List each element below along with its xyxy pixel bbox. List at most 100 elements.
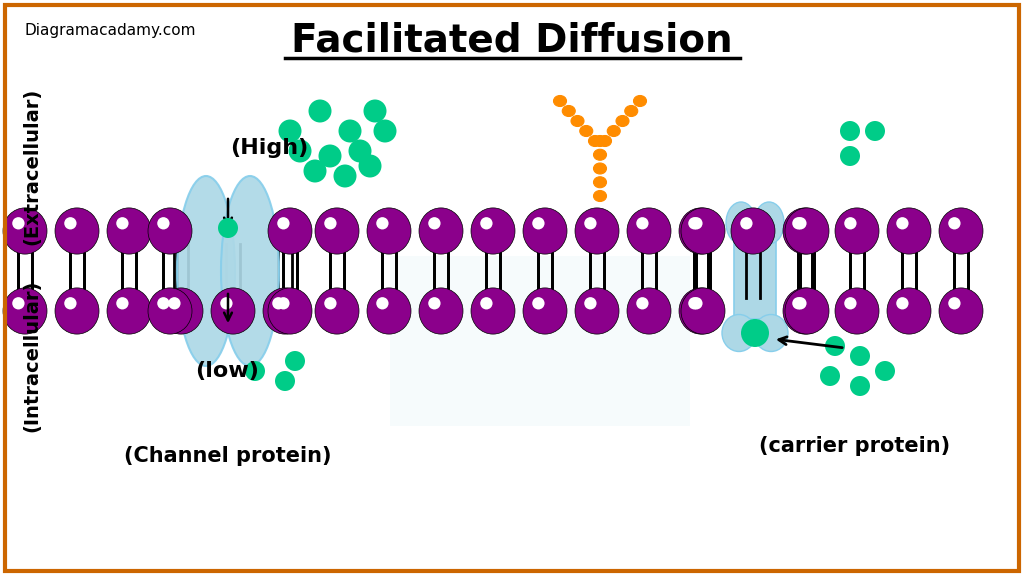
Ellipse shape <box>571 116 584 127</box>
Circle shape <box>636 217 648 229</box>
Text: (Channel protein): (Channel protein) <box>124 446 332 466</box>
Circle shape <box>285 351 305 371</box>
Ellipse shape <box>211 288 255 334</box>
Ellipse shape <box>367 208 411 254</box>
Circle shape <box>289 139 311 162</box>
Ellipse shape <box>589 135 601 146</box>
Circle shape <box>117 217 129 229</box>
Circle shape <box>585 217 597 229</box>
Ellipse shape <box>580 126 593 137</box>
Circle shape <box>840 121 860 141</box>
Ellipse shape <box>783 288 827 334</box>
Ellipse shape <box>679 208 723 254</box>
Ellipse shape <box>575 208 618 254</box>
Circle shape <box>318 145 341 168</box>
Ellipse shape <box>471 208 515 254</box>
Ellipse shape <box>939 288 983 334</box>
Ellipse shape <box>835 208 879 254</box>
Circle shape <box>948 297 961 309</box>
Ellipse shape <box>594 135 606 146</box>
Ellipse shape <box>367 288 411 334</box>
Ellipse shape <box>471 288 515 334</box>
Circle shape <box>339 119 361 142</box>
Text: (Extracellular): (Extracellular) <box>23 88 42 245</box>
Circle shape <box>376 297 388 309</box>
Text: (High): (High) <box>230 138 308 158</box>
Circle shape <box>740 217 753 229</box>
Ellipse shape <box>627 288 671 334</box>
Ellipse shape <box>315 288 359 334</box>
Ellipse shape <box>148 288 193 334</box>
Circle shape <box>688 217 700 229</box>
Circle shape <box>840 146 860 166</box>
Circle shape <box>308 100 332 123</box>
Circle shape <box>793 297 805 309</box>
Circle shape <box>795 297 807 309</box>
Circle shape <box>158 297 170 309</box>
Circle shape <box>279 119 301 142</box>
Ellipse shape <box>315 208 359 254</box>
Circle shape <box>348 139 372 162</box>
Circle shape <box>334 165 356 188</box>
Ellipse shape <box>3 288 47 334</box>
Circle shape <box>480 297 493 309</box>
Ellipse shape <box>268 208 312 254</box>
Text: (low): (low) <box>195 361 259 381</box>
Circle shape <box>844 217 856 229</box>
Ellipse shape <box>594 149 606 160</box>
Circle shape <box>896 297 908 309</box>
FancyBboxPatch shape <box>734 218 776 319</box>
Circle shape <box>218 218 238 238</box>
Circle shape <box>850 346 870 366</box>
Ellipse shape <box>726 202 756 244</box>
Ellipse shape <box>625 105 638 116</box>
Text: Diagramacadamy.com: Diagramacadamy.com <box>25 24 197 39</box>
Circle shape <box>275 371 295 391</box>
Ellipse shape <box>177 176 234 366</box>
Circle shape <box>948 217 961 229</box>
Circle shape <box>158 217 170 229</box>
Circle shape <box>278 217 290 229</box>
Ellipse shape <box>887 288 931 334</box>
Ellipse shape <box>594 191 606 202</box>
Circle shape <box>820 366 840 386</box>
Circle shape <box>532 297 545 309</box>
Circle shape <box>793 217 805 229</box>
Ellipse shape <box>754 202 784 244</box>
Circle shape <box>117 297 129 309</box>
Circle shape <box>480 217 493 229</box>
Ellipse shape <box>575 288 618 334</box>
Ellipse shape <box>106 288 151 334</box>
Ellipse shape <box>754 314 788 351</box>
Circle shape <box>303 160 327 183</box>
Circle shape <box>741 319 769 347</box>
Circle shape <box>65 297 77 309</box>
Ellipse shape <box>722 314 756 351</box>
Circle shape <box>585 297 597 309</box>
Circle shape <box>850 376 870 396</box>
Ellipse shape <box>562 105 575 116</box>
Ellipse shape <box>263 288 307 334</box>
Ellipse shape <box>731 208 775 254</box>
FancyBboxPatch shape <box>390 256 690 426</box>
Circle shape <box>220 297 232 309</box>
Circle shape <box>690 297 702 309</box>
Ellipse shape <box>221 176 279 366</box>
Ellipse shape <box>681 208 725 254</box>
Ellipse shape <box>616 116 629 127</box>
Ellipse shape <box>419 288 463 334</box>
Ellipse shape <box>554 96 566 107</box>
Circle shape <box>428 297 440 309</box>
Circle shape <box>364 100 386 123</box>
Ellipse shape <box>939 208 983 254</box>
Ellipse shape <box>607 126 621 137</box>
Circle shape <box>636 297 648 309</box>
Circle shape <box>690 217 702 229</box>
Circle shape <box>358 154 382 177</box>
Text: Facilitated Diffusion: Facilitated Diffusion <box>291 22 733 60</box>
Circle shape <box>325 217 337 229</box>
Circle shape <box>12 297 25 309</box>
Circle shape <box>272 297 285 309</box>
Ellipse shape <box>627 208 671 254</box>
Ellipse shape <box>148 208 193 254</box>
